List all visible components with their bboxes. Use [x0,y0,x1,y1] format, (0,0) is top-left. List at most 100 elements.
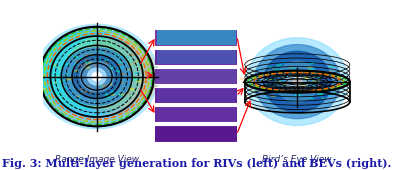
Ellipse shape [43,88,46,89]
Ellipse shape [119,62,122,63]
Ellipse shape [130,60,132,61]
Ellipse shape [263,91,266,92]
Ellipse shape [105,94,109,96]
Ellipse shape [128,88,132,89]
Ellipse shape [75,70,79,71]
Ellipse shape [57,90,62,92]
Ellipse shape [144,82,148,83]
Ellipse shape [41,29,152,124]
Ellipse shape [139,67,143,69]
Ellipse shape [120,73,125,75]
Ellipse shape [74,63,78,65]
Ellipse shape [56,73,58,74]
Ellipse shape [94,65,97,66]
Ellipse shape [118,95,121,96]
Ellipse shape [348,81,351,82]
Ellipse shape [144,89,147,90]
Ellipse shape [268,71,271,72]
Ellipse shape [80,61,114,92]
Ellipse shape [67,85,70,86]
Ellipse shape [109,84,112,85]
Ellipse shape [104,51,106,52]
Ellipse shape [259,68,262,69]
Ellipse shape [303,77,308,79]
Ellipse shape [85,60,87,61]
Ellipse shape [327,71,332,73]
Ellipse shape [262,79,267,80]
Ellipse shape [303,85,306,86]
Ellipse shape [110,64,113,65]
Ellipse shape [126,93,130,94]
Ellipse shape [336,81,340,82]
Ellipse shape [282,84,287,85]
Ellipse shape [53,65,56,66]
Ellipse shape [72,55,121,98]
Ellipse shape [345,90,349,91]
Ellipse shape [317,93,322,95]
Ellipse shape [299,88,303,89]
Ellipse shape [310,83,313,84]
Ellipse shape [42,72,46,73]
Ellipse shape [106,97,109,98]
Ellipse shape [275,84,279,85]
Ellipse shape [153,87,158,88]
Ellipse shape [47,66,50,67]
Ellipse shape [246,38,348,125]
Ellipse shape [269,95,273,96]
Ellipse shape [296,75,299,76]
Ellipse shape [271,79,275,80]
Ellipse shape [322,98,325,99]
Ellipse shape [134,79,139,80]
Ellipse shape [277,81,281,82]
Ellipse shape [41,65,45,66]
Ellipse shape [258,90,262,91]
Ellipse shape [276,67,278,68]
Ellipse shape [126,57,129,58]
Ellipse shape [117,64,121,66]
Ellipse shape [309,83,313,84]
Ellipse shape [56,76,59,78]
Ellipse shape [274,83,278,85]
Ellipse shape [289,67,292,68]
Ellipse shape [327,72,330,73]
Ellipse shape [46,79,50,81]
Ellipse shape [295,74,299,76]
Ellipse shape [89,92,93,93]
Ellipse shape [240,78,244,79]
Ellipse shape [72,39,158,114]
Ellipse shape [118,94,121,95]
Ellipse shape [96,52,100,53]
Ellipse shape [36,76,39,77]
Text: Bird’s Eye View: Bird’s Eye View [262,155,332,164]
Ellipse shape [265,97,268,98]
Ellipse shape [35,77,39,79]
Ellipse shape [333,93,336,94]
Ellipse shape [150,77,152,78]
Ellipse shape [250,79,253,80]
Ellipse shape [77,96,79,97]
Ellipse shape [293,77,302,86]
Ellipse shape [327,95,332,96]
Ellipse shape [277,64,282,66]
Ellipse shape [310,62,314,64]
Ellipse shape [267,79,272,80]
Ellipse shape [75,61,79,63]
Ellipse shape [286,72,308,92]
Ellipse shape [320,94,323,95]
Ellipse shape [137,80,142,82]
Ellipse shape [78,98,82,99]
Ellipse shape [105,60,108,61]
Ellipse shape [84,64,89,65]
Ellipse shape [130,89,135,90]
Ellipse shape [80,89,84,90]
Ellipse shape [35,76,38,78]
Ellipse shape [136,60,139,61]
Ellipse shape [63,64,69,66]
Ellipse shape [335,84,338,85]
Ellipse shape [142,93,146,94]
Ellipse shape [57,92,60,94]
Ellipse shape [295,75,298,76]
Ellipse shape [254,45,340,119]
Bar [155,68,237,84]
Ellipse shape [310,69,315,70]
